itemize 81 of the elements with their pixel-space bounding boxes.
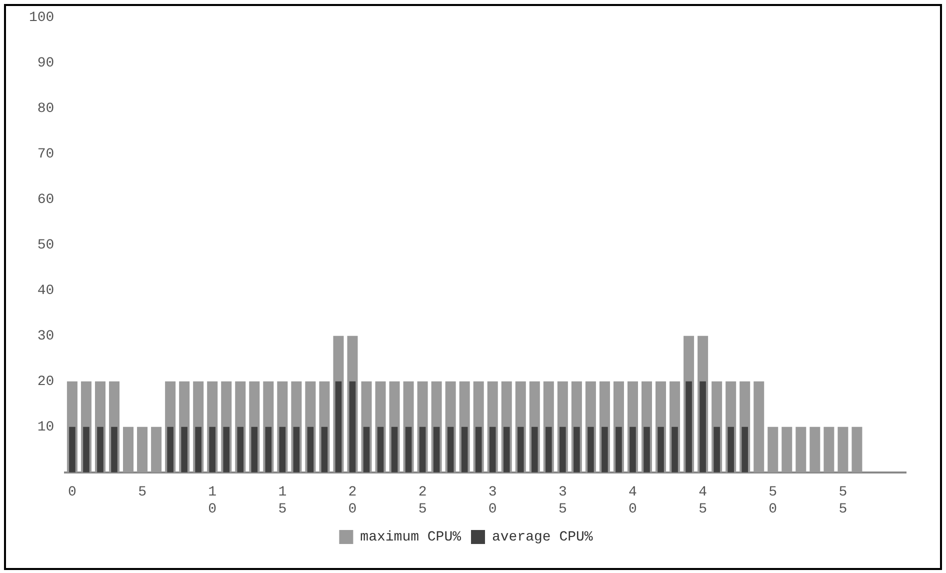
bar: [151, 426, 162, 472]
bar: [574, 426, 580, 472]
y-tick-label: 40: [37, 283, 54, 300]
bar: [419, 426, 426, 472]
bar: [602, 426, 608, 472]
x-tick-label: 2 0: [348, 484, 357, 518]
bar: [852, 426, 862, 472]
bar: [517, 426, 524, 472]
bar: [742, 426, 748, 472]
x-tick-label: 0: [68, 484, 76, 501]
bar: [461, 426, 468, 472]
bar: [796, 426, 806, 472]
bar: [167, 426, 174, 472]
bar: [293, 426, 300, 472]
bar: [782, 426, 792, 472]
bar: [686, 381, 692, 472]
bar: [672, 426, 678, 472]
bar: [768, 426, 778, 472]
bar: [616, 426, 622, 472]
x-tick-label: 1 0: [208, 484, 217, 518]
bar: [391, 426, 398, 472]
legend-label: maximum CPU%: [360, 530, 462, 546]
bar: [630, 426, 636, 472]
bar: [728, 426, 734, 472]
bar: [123, 426, 134, 472]
y-tick-label: 80: [37, 101, 54, 118]
bar: [195, 426, 202, 472]
y-tick-label: 90: [37, 56, 54, 72]
bar: [489, 426, 496, 472]
x-tick-label: 3 0: [488, 484, 497, 518]
bar: [824, 426, 834, 472]
bar: [714, 426, 720, 472]
x-tick-label: 4 0: [628, 484, 637, 518]
bar: [838, 426, 848, 472]
y-tick-label: 70: [37, 146, 54, 163]
legend-label: average CPU%: [492, 530, 594, 546]
y-tick-label: 20: [37, 374, 54, 390]
bar: [377, 426, 384, 472]
bar: [97, 426, 104, 472]
x-tick-label: 3 5: [558, 484, 567, 518]
bar: [560, 426, 566, 472]
bar: [349, 381, 356, 472]
bar: [69, 426, 76, 472]
bar: [307, 426, 314, 472]
bar: [700, 381, 706, 472]
bar: [363, 426, 370, 472]
bar: [181, 426, 188, 472]
bar: [546, 426, 552, 472]
bar: [265, 426, 272, 472]
x-tick-label: 5 5: [838, 484, 848, 518]
bar: [531, 426, 538, 472]
bar: [447, 426, 454, 472]
x-tick-label: 2 5: [418, 484, 427, 518]
y-tick-label: 50: [37, 238, 54, 254]
bar: [251, 426, 258, 472]
bar: [658, 426, 664, 472]
bar: [433, 426, 440, 472]
bar: [588, 426, 594, 472]
bar: [223, 426, 230, 472]
y-tick-label: 10: [37, 420, 54, 436]
bar: [475, 426, 482, 472]
y-tick-label: 30: [37, 328, 54, 345]
x-tick-label: 5: [138, 484, 146, 501]
bar: [209, 426, 216, 472]
bar: [503, 426, 510, 472]
x-tick-label: 5 0: [768, 484, 778, 518]
bar: [405, 426, 412, 472]
bar: [83, 426, 90, 472]
bar: [111, 426, 118, 472]
bar: [237, 426, 244, 472]
bar: [279, 426, 286, 472]
bar: [335, 381, 342, 472]
y-tick-label: 60: [37, 192, 54, 208]
x-tick-label: 4 5: [698, 484, 708, 518]
bar: [754, 381, 764, 472]
bar: [810, 426, 820, 472]
x-tick-label: 1 5: [278, 484, 287, 518]
y-tick-label: 100: [28, 10, 54, 26]
bar: [644, 426, 650, 472]
bar: [321, 426, 328, 472]
bar: [137, 426, 148, 472]
